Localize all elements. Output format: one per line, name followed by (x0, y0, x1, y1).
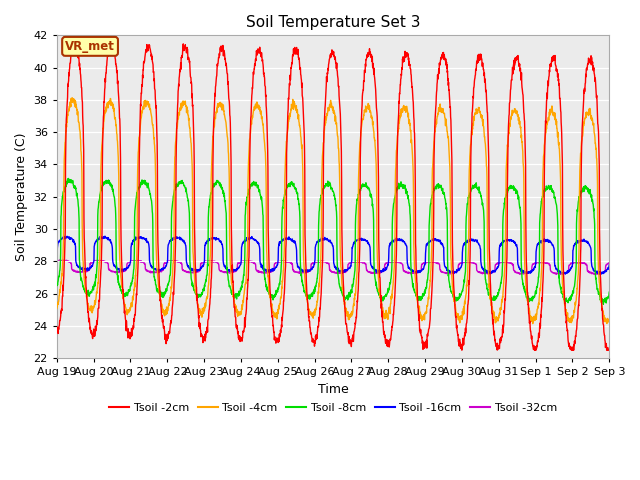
Legend: Tsoil -2cm, Tsoil -4cm, Tsoil -8cm, Tsoil -16cm, Tsoil -32cm: Tsoil -2cm, Tsoil -4cm, Tsoil -8cm, Tsoi… (105, 398, 561, 417)
X-axis label: Time: Time (317, 383, 348, 396)
Title: Soil Temperature Set 3: Soil Temperature Set 3 (246, 15, 420, 30)
Y-axis label: Soil Temperature (C): Soil Temperature (C) (15, 132, 28, 261)
Text: VR_met: VR_met (65, 40, 115, 53)
